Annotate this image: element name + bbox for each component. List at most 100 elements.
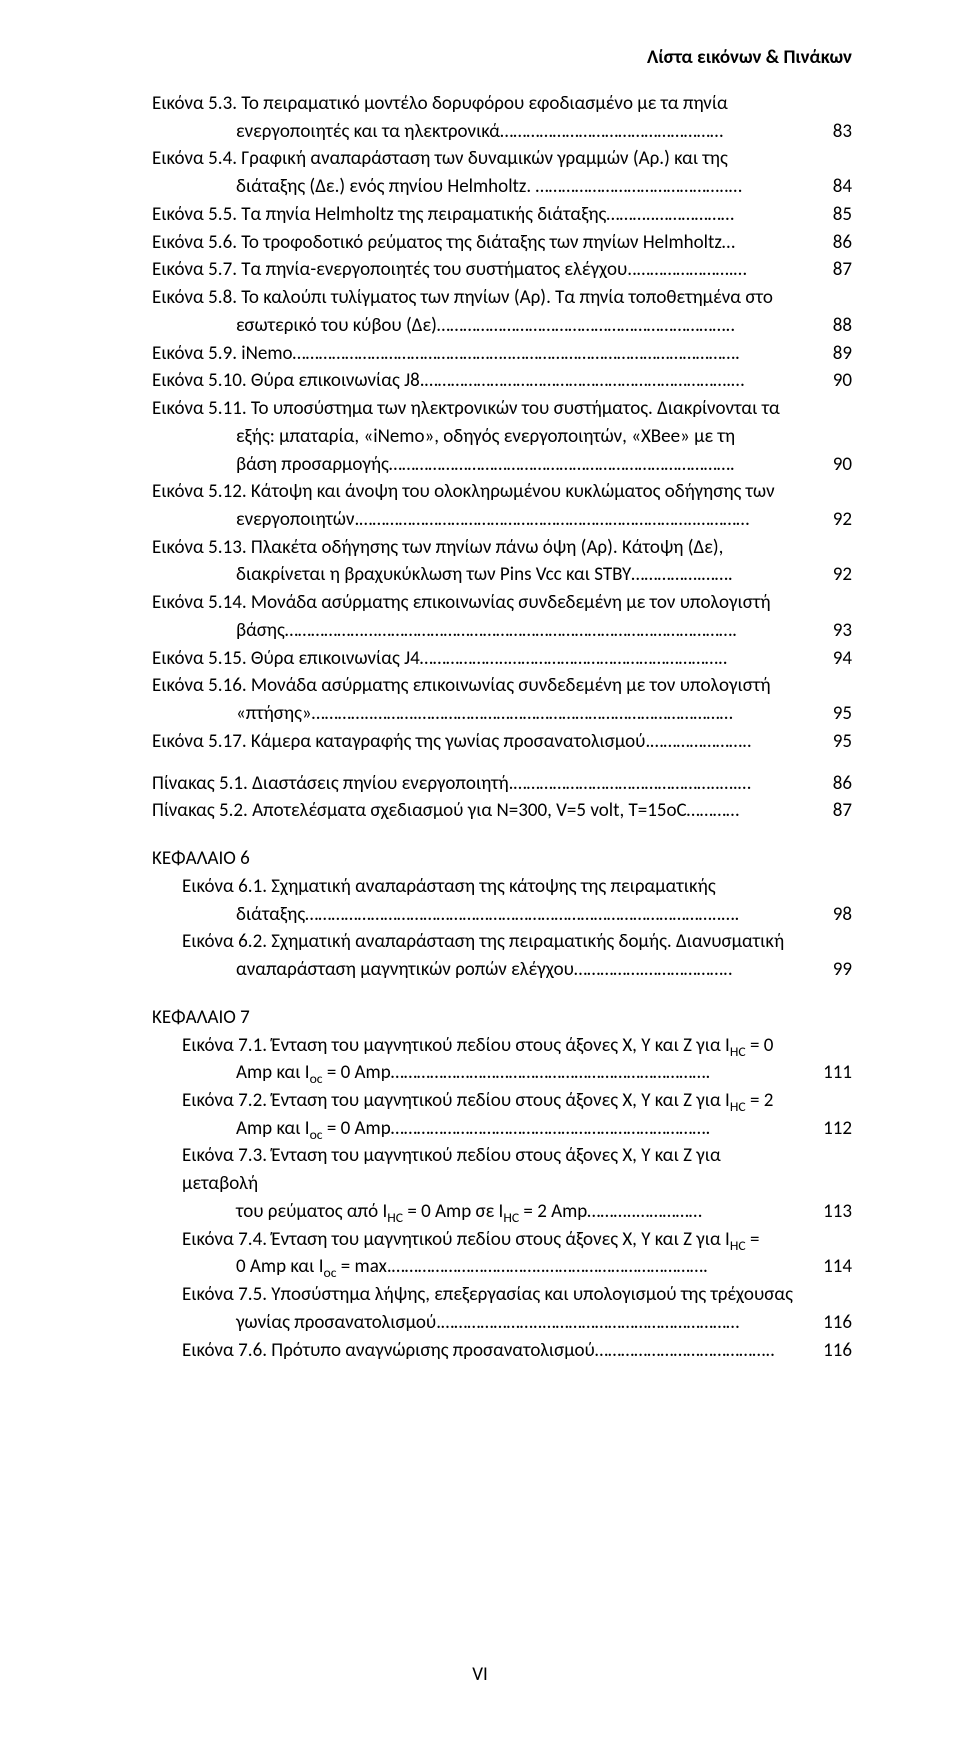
list-entry: Εικόνα 5.8. Το καλούπι τυλίγματος των πη… bbox=[152, 284, 852, 312]
chapter-7-title: ΚΕΦΑΛΑΙΟ 7 bbox=[152, 1004, 852, 1032]
list-entry: ενεργοποιητές και τα ηλεκτρονικά……………………… bbox=[152, 118, 852, 146]
entry-text: Εικόνα 5.6. Το τροφοδοτικό ρεύματος της … bbox=[152, 229, 796, 257]
list-entry: Εικόνα 5.9. iNemo…………………………………………..……………… bbox=[152, 340, 852, 368]
list-entry: του ρεύματος από IHC = 0 Amp σε IHC = 2 … bbox=[182, 1198, 852, 1226]
list-entry: γωνίας προσανατολισμού.…………………..……………………… bbox=[182, 1309, 852, 1337]
list-entry: διάταξης (Δε.) ενός πηνίου Helmholtz. ……… bbox=[152, 173, 852, 201]
list-entry: εσωτερικό του κύβου (Δε)…………………………………………… bbox=[152, 312, 852, 340]
entry-text: Εικόνα 7.6. Πρότυπο αναγνώρισης προσανατ… bbox=[182, 1337, 796, 1365]
entry-text: Amp και Ioc = 0 Amp………………………………………………………… bbox=[182, 1115, 796, 1143]
entry-text: Εικόνα 5.8. Το καλούπι τυλίγματος των πη… bbox=[152, 284, 796, 312]
entry-text: διάταξης (Δε.) ενός πηνίου Helmholtz. ……… bbox=[152, 173, 796, 201]
entry-text: Εικόνα 6.2. Σχηματική αναπαράσταση της π… bbox=[182, 928, 796, 956]
entry-page: 116 bbox=[796, 1309, 852, 1337]
entry-text: Εικόνα 6.1. Σχηματική αναπαράσταση της κ… bbox=[182, 873, 796, 901]
list-entry: 0 Amp και Ioc = max.……………………………..…………………… bbox=[182, 1253, 852, 1281]
entry-text: διακρίνεται η βραχυκύκλωση των Pins Vcc … bbox=[152, 561, 796, 589]
entry-text: Εικόνα 5.13. Πλακέτα οδήγησης των πηνίων… bbox=[152, 534, 796, 562]
entry-page: 88 bbox=[796, 312, 852, 340]
list-entry: βάσης………………...……………………………………………………………………… bbox=[152, 617, 852, 645]
list-entry: διακρίνεται η βραχυκύκλωση των Pins Vcc … bbox=[152, 561, 852, 589]
entry-text: 0 Amp και Ioc = max.……………………………..…………………… bbox=[182, 1253, 796, 1281]
list-entry: Εικόνα 5.13. Πλακέτα οδήγησης των πηνίων… bbox=[152, 534, 852, 562]
entry-text: Εικόνα 5.12. Κάτοψη και άνοψη του ολοκλη… bbox=[152, 478, 796, 506]
entry-page: 98 bbox=[796, 901, 852, 929]
entry-text: Εικόνα 7.4. Ένταση του μαγνητικού πεδίου… bbox=[182, 1226, 796, 1254]
list-entry: Πίνακας 5.1. Διαστάσεις πηνίου ενεργοποι… bbox=[152, 770, 852, 798]
entry-text: εξής: μπαταρία, «iNemo», οδηγός ενεργοπο… bbox=[152, 423, 796, 451]
entry-text: «πτήσης»…………..……….…………………………………………………………… bbox=[152, 700, 796, 728]
entry-page: 90 bbox=[796, 451, 852, 479]
list-entry: Εικόνα 5.12. Κάτοψη και άνοψη του ολοκλη… bbox=[152, 478, 852, 506]
running-head: Λίστα εικόνων & Πινάκων bbox=[647, 44, 852, 72]
entry-text: Εικόνα 5.5. Τα πηνία Helmholtz της πειρα… bbox=[152, 201, 796, 229]
entry-text: αναπαράσταση μαγνητικών ροπών ελέγχου………… bbox=[182, 956, 796, 984]
document-page: Λίστα εικόνων & Πινάκων Εικόνα 5.3. Το π… bbox=[0, 0, 960, 1739]
entry-page: 95 bbox=[796, 700, 852, 728]
list-entry: Εικόνα 6.2. Σχηματική αναπαράσταση της π… bbox=[182, 928, 852, 956]
list-entry: Εικόνα 5.11. Το υποσύστημα των ηλεκτρονι… bbox=[152, 395, 852, 423]
list-entry: Εικόνα 7.1. Ένταση του μαγνητικού πεδίου… bbox=[182, 1032, 852, 1060]
entry-text: εσωτερικό του κύβου (Δε)…………………………………………… bbox=[152, 312, 796, 340]
entry-text: γωνίας προσανατολισμού.…………………..……………………… bbox=[182, 1309, 796, 1337]
list-entry: Εικόνα 5.16. Μονάδα ασύρματης επικοινωνί… bbox=[152, 672, 852, 700]
entry-page: 92 bbox=[796, 506, 852, 534]
entry-page: 116 bbox=[796, 1337, 852, 1365]
entry-page: 83 bbox=[796, 118, 852, 146]
entry-page: 114 bbox=[796, 1253, 852, 1281]
list-entry: ενεργοποιητών.………………………………………………………………….… bbox=[152, 506, 852, 534]
entry-page: 111 bbox=[796, 1059, 852, 1087]
list-entry: Εικόνα 7.2. Ένταση του μαγνητικού πεδίου… bbox=[182, 1087, 852, 1115]
entry-text: Εικόνα 5.16. Μονάδα ασύρματης επικοινωνί… bbox=[152, 672, 796, 700]
entry-page: 90 bbox=[796, 367, 852, 395]
entry-text: Amp και Ioc = 0 Amp………………………………………………………… bbox=[182, 1059, 796, 1087]
entry-text: Πίνακας 5.2. Αποτελέσματα σχεδιασμού για… bbox=[152, 797, 796, 825]
list-entry: εξής: μπαταρία, «iNemo», οδηγός ενεργοπο… bbox=[152, 423, 852, 451]
entry-page: 93 bbox=[796, 617, 852, 645]
entry-page: 86 bbox=[796, 229, 852, 257]
entry-text: Εικόνα 7.1. Ένταση του μαγνητικού πεδίου… bbox=[182, 1032, 796, 1060]
figures-ch5: Εικόνα 5.3. Το πειραματικό μοντέλο δορυφ… bbox=[152, 90, 852, 756]
entry-text: Εικόνα 5.11. Το υποσύστημα των ηλεκτρονι… bbox=[152, 395, 796, 423]
entry-page: 92 bbox=[796, 561, 852, 589]
entry-text: Εικόνα 7.5. Υποσύστημα λήψης, επεξεργασί… bbox=[182, 1281, 796, 1309]
list-entry: Εικόνα 5.10. Θύρα επικοινωνίας J8.………………… bbox=[152, 367, 852, 395]
list-entry: Εικόνα 7.4. Ένταση του μαγνητικού πεδίου… bbox=[182, 1226, 852, 1254]
list-entry: Εικόνα 7.3. Ένταση του μαγνητικού πεδίου… bbox=[182, 1142, 852, 1197]
entry-text: ενεργοποιητών.………………………………………………………………….… bbox=[152, 506, 796, 534]
figures-ch7: Εικόνα 7.1. Ένταση του μαγνητικού πεδίου… bbox=[152, 1032, 852, 1365]
entry-text: Εικόνα 7.3. Ένταση του μαγνητικού πεδίου… bbox=[182, 1142, 796, 1197]
entry-text: Εικόνα 5.17. Κάμερα καταγραφής της γωνία… bbox=[152, 728, 796, 756]
entry-page: 86 bbox=[796, 770, 852, 798]
entry-page: 89 bbox=[796, 340, 852, 368]
list-entry: Amp και Ioc = 0 Amp………………………………………………………… bbox=[182, 1115, 852, 1143]
entry-page: 84 bbox=[796, 173, 852, 201]
figures-ch6: Εικόνα 6.1. Σχηματική αναπαράσταση της κ… bbox=[152, 873, 852, 984]
list-entry: Πίνακας 5.2. Αποτελέσματα σχεδιασμού για… bbox=[152, 797, 852, 825]
list-entry: «πτήσης»…………..……….…………………………………………………………… bbox=[152, 700, 852, 728]
list-entry: Εικόνα 5.3. Το πειραματικό μοντέλο δορυφ… bbox=[152, 90, 852, 118]
tables-ch5: Πίνακας 5.1. Διαστάσεις πηνίου ενεργοποι… bbox=[152, 770, 852, 825]
list-entry: αναπαράσταση μαγνητικών ροπών ελέγχου………… bbox=[182, 956, 852, 984]
entry-page: 113 bbox=[796, 1198, 852, 1226]
list-entry: Εικόνα 6.1. Σχηματική αναπαράσταση της κ… bbox=[182, 873, 852, 901]
entry-text: Εικόνα 5.10. Θύρα επικοινωνίας J8.………………… bbox=[152, 367, 796, 395]
chapter-6-title: ΚΕΦΑΛΑΙΟ 6 bbox=[152, 845, 852, 873]
chapter-6: ΚΕΦΑΛΑΙΟ 6 Εικόνα 6.1. Σχηματική αναπαρά… bbox=[152, 845, 852, 984]
list-entry: βάση προσαρμογής………………………………………………………………… bbox=[152, 451, 852, 479]
entry-text: Εικόνα 5.7. Τα πηνία-ενεργοποιητές του σ… bbox=[152, 256, 796, 284]
entry-text: του ρεύματος από IHC = 0 Amp σε IHC = 2 … bbox=[182, 1198, 796, 1226]
chapter-7: ΚΕΦΑΛΑΙΟ 7 Εικόνα 7.1. Ένταση του μαγνητ… bbox=[152, 1004, 852, 1365]
entry-page: 85 bbox=[796, 201, 852, 229]
list-entry: Εικόνα 5.6. Το τροφοδοτικό ρεύματος της … bbox=[152, 229, 852, 257]
list-entry: Εικόνα 5.5. Τα πηνία Helmholtz της πειρα… bbox=[152, 201, 852, 229]
page-number: VI bbox=[0, 1661, 960, 1689]
entry-page: 95 bbox=[796, 728, 852, 756]
list-entry: Εικόνα 5.7. Τα πηνία-ενεργοποιητές του σ… bbox=[152, 256, 852, 284]
entry-text: Εικόνα 7.2. Ένταση του μαγνητικού πεδίου… bbox=[182, 1087, 796, 1115]
entry-text: Εικόνα 5.14. Μονάδα ασύρματης επικοινωνί… bbox=[152, 589, 796, 617]
entry-page: 112 bbox=[796, 1115, 852, 1143]
entry-page: 99 bbox=[796, 956, 852, 984]
list-entry: Εικόνα 5.15. Θύρα επικοινωνίας J4……………….… bbox=[152, 645, 852, 673]
list-entry: Εικόνα 7.6. Πρότυπο αναγνώρισης προσανατ… bbox=[182, 1337, 852, 1365]
